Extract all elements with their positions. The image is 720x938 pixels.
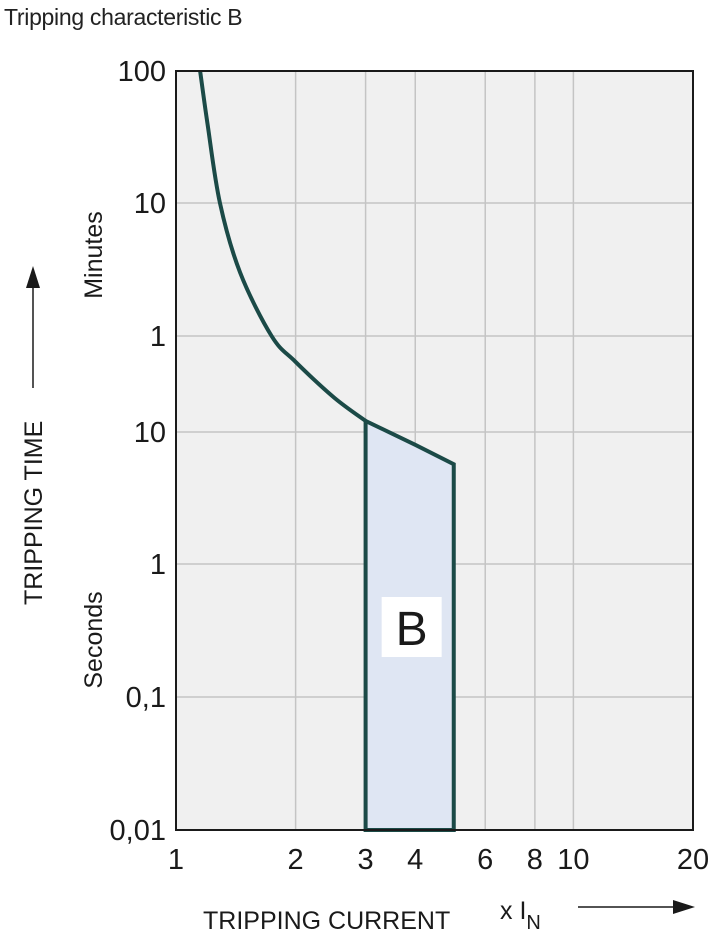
x-tick-label: 3 [358,844,374,876]
thermal-trip-curve [198,70,367,423]
x-axis-unit-x: x I [500,897,526,925]
x-tick-label: 2 [288,844,304,876]
x-tick-label: 6 [477,844,493,876]
chart-title: Tripping characteristic B [4,4,243,30]
x-axis-unit-subscript: N [526,912,540,934]
y-tick-labels: 100 10 1 10 1 0,1 0,01 [110,56,166,847]
y-tick-label: 100 [118,56,166,88]
y-unit-seconds: Seconds [80,591,108,688]
y-tick-label: 10 [134,188,166,220]
y-tick-label: 10 [134,417,166,449]
y-tick-label: 1 [150,321,166,353]
x-tick-label: 10 [557,844,589,876]
x-tick-label: 4 [407,844,423,876]
y-unit-minutes: Minutes [80,211,108,299]
x-tick-labels: 1 2 3 4 6 8 10 20 [168,844,709,876]
x-tick-label: 8 [527,844,543,876]
region-label: B [396,603,428,656]
x-tick-label: 1 [168,844,184,876]
plot-frame [175,70,694,831]
y-tick-label: 1 [150,549,166,581]
x-tick-label: 20 [677,844,709,876]
y-axis-label: TRIPPING TIME [20,421,48,605]
x-axis-unit: x IN [500,897,541,934]
x-axis-label: TRIPPING CURRENT [203,907,450,935]
y-tick-label: 0,1 [126,682,166,714]
x-axis-arrow-icon [673,900,695,914]
y-tick-label: 0,01 [110,815,166,847]
y-axis-arrow-icon [26,266,40,288]
region-label-background [381,597,442,657]
